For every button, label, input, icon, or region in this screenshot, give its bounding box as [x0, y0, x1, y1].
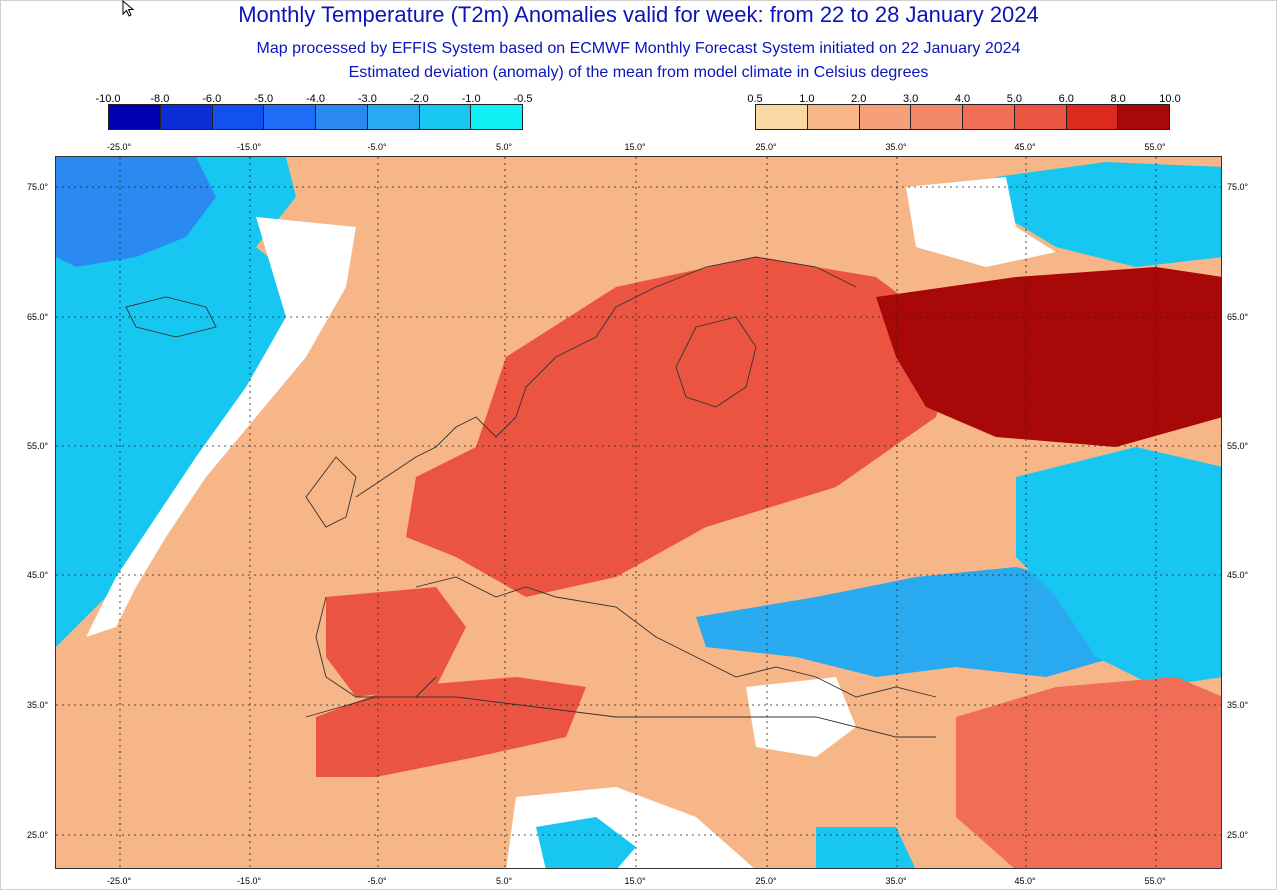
legend-label: -10.0 — [95, 93, 121, 105]
latitude-label: 25.0° — [27, 830, 49, 840]
legend-label: 5.0 — [1006, 93, 1023, 105]
legend-swatch — [316, 105, 368, 129]
longitude-label: -25.0° — [106, 142, 132, 152]
longitude-label: 5.0° — [495, 142, 513, 152]
legend-label: -1.0 — [461, 93, 481, 105]
neutral-zone — [86, 217, 356, 637]
graticule-grid — [56, 157, 1221, 868]
legend-swatch — [1118, 105, 1169, 129]
longitude-label: 5.0° — [495, 876, 513, 886]
legend-cold-bar — [108, 104, 523, 130]
atlantic-cold — [56, 157, 306, 647]
legend-swatch — [756, 105, 808, 129]
legend-label: -0.5 — [513, 93, 533, 105]
legend-swatch — [1066, 105, 1119, 129]
longitude-label: 15.0° — [624, 142, 646, 152]
longitude-label: 15.0° — [624, 876, 646, 886]
north-africa-warm — [316, 677, 586, 777]
russia-strong-warm — [876, 267, 1221, 447]
latitude-label: 25.0° — [1227, 830, 1249, 840]
latitude-label: 65.0° — [27, 312, 49, 322]
longitude-label: 25.0° — [755, 142, 777, 152]
latitude-label: 75.0° — [1227, 182, 1249, 192]
neutral-zone — [906, 177, 1056, 267]
latitude-label: 55.0° — [1227, 441, 1249, 451]
legend-label: -8.0 — [150, 93, 170, 105]
legend-label: 6.0 — [1058, 93, 1074, 105]
barents-cold — [996, 162, 1221, 267]
legend-swatch — [264, 105, 316, 129]
longitude-label: -5.0° — [367, 876, 387, 886]
page-title: Monthly Temperature (T2m) Anomalies vali… — [238, 2, 1039, 27]
legend-swatch — [911, 105, 963, 129]
latitude-label: 55.0° — [27, 441, 49, 451]
arabia-warm — [956, 677, 1221, 868]
longitude-label: 45.0° — [1014, 876, 1036, 886]
legend-label: 8.0 — [1110, 93, 1126, 105]
legend-swatch — [859, 105, 912, 129]
longitude-label: -5.0° — [367, 142, 387, 152]
mouse-cursor-icon — [122, 0, 135, 17]
coastlines — [125, 256, 937, 738]
legend-label: 3.0 — [902, 93, 919, 105]
legend-label: 0.5 — [747, 93, 763, 105]
subtitle-units: Estimated deviation (anomaly) of the mea… — [348, 64, 929, 81]
caspian-cold — [1016, 447, 1221, 687]
legend-cold-labels: -10.0 -8.0 -6.0 -5.0 -4.0 -3.0 -2.0 -1.0 -0.5 — [0, 93, 1277, 105]
atlantic-cold — [536, 817, 636, 868]
legend-label: -5.0 — [254, 93, 274, 105]
latitude-label: 35.0° — [1227, 700, 1249, 710]
longitude-label: -15.0° — [236, 142, 262, 152]
latitude-label: 75.0° — [27, 182, 49, 192]
anomaly-map — [55, 156, 1222, 869]
latitude-label: 35.0° — [27, 700, 49, 710]
longitude-label: 35.0° — [885, 142, 907, 152]
longitude-label: 55.0° — [1144, 876, 1166, 886]
latitude-label: 65.0° — [1227, 312, 1249, 322]
legend-swatch — [807, 105, 860, 129]
legend-label: -2.0 — [409, 93, 429, 105]
longitude-label: 25.0° — [755, 876, 777, 886]
legend-swatch — [367, 105, 420, 129]
legend-label: 2.0 — [851, 93, 867, 105]
longitude-label: 55.0° — [1144, 142, 1166, 152]
turkey-cold — [696, 567, 1116, 677]
longitude-label: 35.0° — [885, 876, 907, 886]
longitude-label: -25.0° — [106, 876, 132, 886]
legend-swatch — [1014, 105, 1067, 129]
europe-warm — [406, 257, 956, 597]
atlantic-cold — [816, 827, 916, 868]
longitude-label: -15.0° — [236, 876, 262, 886]
legend-label: 1.0 — [799, 93, 815, 105]
latitude-label: 45.0° — [27, 570, 49, 580]
longitude-labels-bottom: -25.0° -15.0° -5.0° 5.0° 15.0° 25.0° 35.0° 45.0… — [0, 876, 1277, 888]
legend-label: -4.0 — [306, 93, 325, 105]
legend-label: 4.0 — [954, 93, 971, 105]
subtitle-processing: Map processed by EFFIS System based on E… — [256, 40, 1021, 57]
greenland-sea-strong-cold — [56, 157, 216, 267]
latitude-label: 45.0° — [1227, 570, 1249, 580]
legend-label: -6.0 — [202, 93, 222, 105]
longitude-label: 45.0° — [1014, 142, 1036, 152]
iberia-warm — [326, 587, 466, 697]
legend-label: 10.0 — [1159, 93, 1181, 105]
legend-swatch — [160, 105, 213, 129]
legend-label: -3.0 — [357, 93, 377, 105]
legend-swatch — [109, 105, 161, 129]
longitude-labels-top: -25.0° -15.0° -5.0° 5.0° 15.0° 25.0° 35.0° 45.0… — [0, 142, 1277, 154]
legend-swatch — [419, 105, 472, 129]
legend-warm-labels: 0.5 1.0 2.0 3.0 4.0 5.0 6.0 8.0 10.0 — [0, 93, 1277, 105]
legend-swatch — [471, 105, 522, 129]
legend-swatch — [212, 105, 265, 129]
legend-warm-bar — [755, 104, 1170, 130]
legend-swatch — [963, 105, 1015, 129]
